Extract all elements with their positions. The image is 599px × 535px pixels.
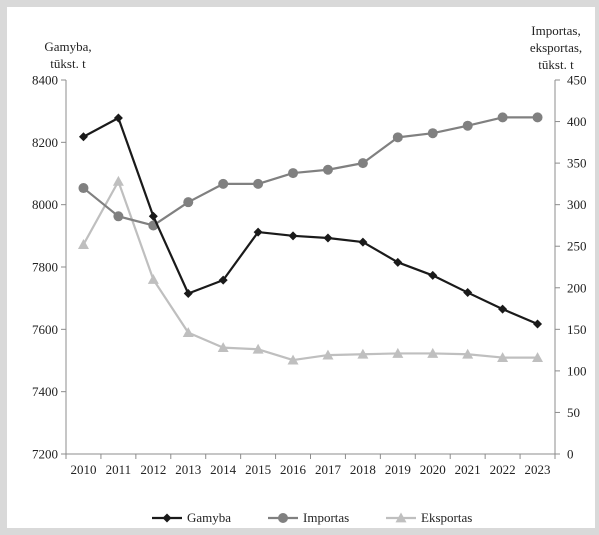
legend-label-gamyba: Gamyba <box>187 510 231 525</box>
x-tick-label: 2019 <box>385 462 411 477</box>
data-point-importas <box>218 178 229 189</box>
legend: Gamyba Importas Eksportas <box>152 510 472 525</box>
right-tick-label: 100 <box>567 363 587 378</box>
data-point-gamyba <box>253 227 263 237</box>
data-point-gamyba <box>183 288 193 298</box>
series-line-gamyba <box>82 116 538 326</box>
legend-label-importas: Importas <box>303 510 349 525</box>
left-tick-label: 7600 <box>32 322 58 337</box>
x-tick-label: 2016 <box>280 462 307 477</box>
right-tick-label: 0 <box>567 447 574 462</box>
x-tick-label: 2013 <box>175 462 201 477</box>
data-point-gamyba <box>218 275 228 285</box>
left-axis-label-line-1: Gamyba, <box>44 39 91 54</box>
data-point-eksportas <box>427 347 439 358</box>
data-point-eksportas <box>112 175 124 186</box>
right-tick-label: 400 <box>567 114 587 129</box>
data-point-importas <box>532 112 543 123</box>
x-tick-label: 2010 <box>70 462 96 477</box>
data-point-gamyba <box>288 231 298 241</box>
right-axis-label: Importas, eksportas, tūkst. t <box>530 23 582 72</box>
data-point-gamyba <box>113 113 123 123</box>
data-point-eksportas <box>287 354 299 365</box>
x-tick-label: 2020 <box>420 462 446 477</box>
legend-item-eksportas: Eksportas <box>386 510 472 525</box>
legend-item-importas: Importas <box>268 510 349 525</box>
data-point-gamyba <box>428 270 438 280</box>
data-point-gamyba <box>323 233 333 243</box>
data-point-importas <box>462 120 473 131</box>
data-point-importas <box>113 211 124 222</box>
x-tick-label: 2022 <box>490 462 516 477</box>
left-tick-label: 7400 <box>32 384 58 399</box>
series-line-importas <box>82 116 538 227</box>
left-axis-label: Gamyba, tūkst. t <box>44 39 91 71</box>
data-point-importas <box>322 164 333 175</box>
right-tick-label: 200 <box>567 280 587 295</box>
data-point-eksportas <box>392 347 404 358</box>
data-point-gamyba <box>393 257 403 267</box>
x-tick-label: 2023 <box>525 462 551 477</box>
series-line-eksportas <box>82 180 538 362</box>
legend-marker-importas <box>278 513 288 523</box>
data-point-importas <box>357 158 368 169</box>
data-point-importas <box>392 132 403 143</box>
data-point-eksportas <box>322 349 334 360</box>
left-tick-label: 7800 <box>32 260 58 275</box>
legend-item-gamyba: Gamyba <box>152 510 231 525</box>
axes: 7200 7400 7600 7800 8000 8200 8400 0 50 100 150 200… <box>32 73 587 478</box>
right-tick-label: 250 <box>567 239 587 254</box>
data-point-eksportas <box>462 348 474 359</box>
data-point-importas <box>288 168 299 179</box>
x-tick-label: 2017 <box>315 462 342 477</box>
right-axis-label-line-3: tūkst. t <box>538 57 574 72</box>
right-tick-label: 50 <box>567 405 580 420</box>
x-tick-label: 2014 <box>210 462 237 477</box>
data-point-importas <box>78 183 89 194</box>
data-point-importas <box>497 112 508 123</box>
right-tick-label: 150 <box>567 322 587 337</box>
left-tick-label: 8200 <box>32 135 58 150</box>
right-tick-label: 300 <box>567 197 587 212</box>
x-tick-label: 2011 <box>106 462 132 477</box>
x-tick-label: 2021 <box>455 462 481 477</box>
data-point-eksportas <box>147 273 159 284</box>
legend-marker-gamyba <box>162 513 172 523</box>
legend-label-eksportas: Eksportas <box>421 510 472 525</box>
data-point-gamyba <box>358 237 368 247</box>
data-point-gamyba <box>148 211 158 221</box>
right-axis-label-line-1: Importas, <box>531 23 580 38</box>
data-point-eksportas <box>182 327 194 338</box>
series-eksportas <box>77 175 544 365</box>
data-point-eksportas <box>252 343 264 354</box>
data-point-gamyba <box>463 288 473 298</box>
legend-marker-eksportas <box>395 512 407 523</box>
left-tick-label: 8000 <box>32 197 58 212</box>
data-point-eksportas <box>217 342 229 353</box>
series-gamyba <box>78 113 543 329</box>
left-tick-label: 8400 <box>32 73 58 88</box>
data-point-importas <box>253 178 264 189</box>
data-point-eksportas <box>357 348 369 359</box>
x-tick-label: 2015 <box>245 462 271 477</box>
data-point-eksportas <box>77 239 89 249</box>
right-tick-label: 350 <box>567 156 587 171</box>
x-tick-label: 2018 <box>350 462 376 477</box>
data-point-importas <box>427 128 438 139</box>
right-axis-label-line-2: eksportas, <box>530 40 582 55</box>
left-tick-label: 7200 <box>32 447 58 462</box>
data-point-gamyba <box>498 304 508 314</box>
series-layer <box>77 112 544 365</box>
data-point-gamyba <box>533 319 543 329</box>
data-point-eksportas <box>497 352 509 362</box>
series-importas <box>78 112 543 231</box>
data-point-importas <box>183 197 194 208</box>
right-tick-label: 450 <box>567 73 587 88</box>
x-tick-label: 2012 <box>140 462 166 477</box>
left-axis-label-line-2: tūkst. t <box>50 56 86 71</box>
data-point-gamyba <box>78 132 88 142</box>
data-point-eksportas <box>532 352 544 362</box>
